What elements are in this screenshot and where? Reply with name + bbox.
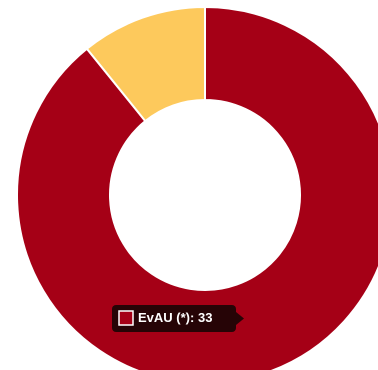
donut-segment bbox=[85, 5, 206, 123]
tooltip-box bbox=[112, 305, 236, 332]
tooltip-text: EvAU (*): 33 bbox=[138, 310, 212, 325]
tooltip-swatch bbox=[118, 310, 134, 326]
donut-segment bbox=[16, 5, 378, 370]
tooltip: EvAU (*): 33 bbox=[112, 305, 244, 332]
tooltip-separator: : bbox=[190, 310, 198, 325]
tooltip-value: 33 bbox=[198, 310, 212, 325]
tooltip-category: EvAU (*) bbox=[138, 310, 190, 325]
tooltip-arrow bbox=[236, 312, 244, 325]
